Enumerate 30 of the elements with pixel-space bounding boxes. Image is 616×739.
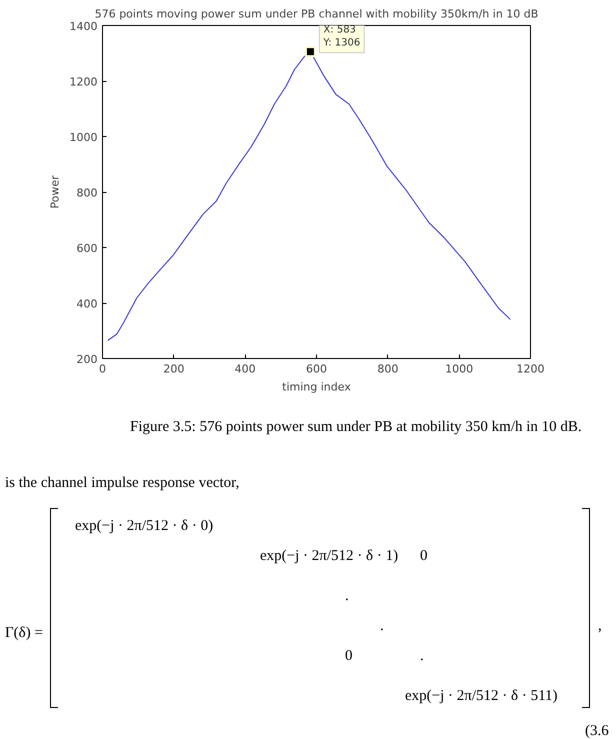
text: is the channel impulse response vector, <box>5 474 240 493</box>
text: (3.6 <box>585 722 609 739</box>
y-tick-label: 1200 <box>70 76 98 88</box>
caption: Figure 3.5: 576 points power sum under PB at mobility 350 km/h in 10 dB. <box>130 418 582 437</box>
x-tick-label: 600 <box>306 362 327 376</box>
text: , <box>598 617 602 636</box>
x-tick-label: 1200 <box>516 362 545 376</box>
y-tick-label: 1000 <box>70 131 98 144</box>
x-tick-label: 1000 <box>445 362 474 376</box>
text: 0 <box>420 547 428 566</box>
x-tick-label: 200 <box>163 362 184 376</box>
x-axis-title: timing index <box>282 380 352 394</box>
chart-title: 576 points moving power sum under PB channel with mobility 350km/h in 10 dB <box>94 8 538 20</box>
text: . <box>420 647 424 666</box>
y-axis-title: Power <box>48 174 62 209</box>
x-tick-label: 0 <box>99 362 106 376</box>
y-tick-label: 1400 <box>70 20 98 33</box>
text: exp(−j · 2π/512 · δ · 1) <box>260 547 398 566</box>
text: . <box>345 587 349 606</box>
x-tick-label: 800 <box>377 362 398 376</box>
y-tick-label: 200 <box>76 353 98 366</box>
text: 0 <box>345 647 352 666</box>
y-tick-label: 600 <box>76 242 98 255</box>
text: Γ(δ) = <box>5 624 43 643</box>
x-tick-label: 400 <box>234 362 256 376</box>
text: . <box>380 617 384 636</box>
text: exp(−j · 2π/512 · δ · 511) <box>405 687 558 706</box>
y-tick-label: 400 <box>76 298 98 310</box>
y-tick-label: 800 <box>76 186 98 200</box>
text: exp(−j · 2π/512 · δ · 0) <box>75 517 214 536</box>
